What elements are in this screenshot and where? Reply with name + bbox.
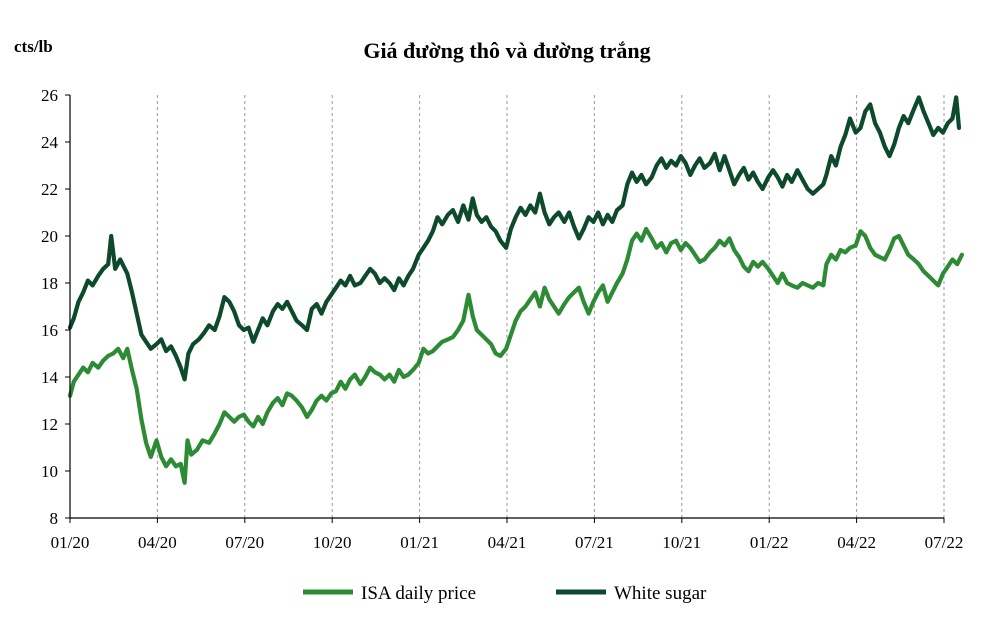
x-tick-label: 04/22	[837, 533, 876, 552]
y-tick-label: 10	[41, 462, 58, 481]
vertical-gridlines	[156, 95, 945, 518]
x-tick-label: 10/21	[662, 533, 701, 552]
x-tick-label: 07/20	[225, 533, 264, 552]
y-tick-label: 8	[50, 509, 59, 528]
y-tick-label: 24	[41, 133, 59, 152]
x-tick-label: 01/20	[51, 533, 90, 552]
y-tick-labels: 8 10 12 14 16 18 20 22 24 26	[41, 86, 59, 528]
y-tick-label: 22	[41, 180, 58, 199]
y-tick-label: 16	[41, 321, 58, 340]
y-axis-unit-label: cts/lb	[14, 37, 53, 56]
x-tick-label: 10/20	[313, 533, 352, 552]
y-tick-label: 18	[41, 274, 58, 293]
y-tick-label: 14	[41, 368, 59, 387]
legend: ISA daily price White sugar	[303, 583, 707, 604]
x-tick-label: 04/20	[138, 533, 177, 552]
series-line-white-sugar	[67, 95, 962, 382]
series-lines	[67, 95, 965, 485]
x-tick-labels: 01/20 04/20 07/20 10/20 01/21 04/21 07/21 10/21…	[51, 533, 964, 552]
x-tick-label: 04/21	[488, 533, 527, 552]
x-tick-label: 07/21	[575, 533, 614, 552]
x-tick-label: 07/22	[925, 533, 964, 552]
legend-label: White sugar	[614, 583, 707, 604]
series-line-isa-daily-price	[67, 226, 965, 485]
y-tick-label: 12	[41, 415, 58, 434]
y-tick-label: 26	[41, 86, 58, 105]
y-tick-label: 20	[41, 227, 58, 246]
axes	[65, 94, 945, 523]
x-tick-label: 01/21	[400, 533, 439, 552]
legend-label: ISA daily price	[361, 583, 476, 604]
chart-title: Giá đường thô và đường trắng	[363, 38, 650, 63]
x-tick-label: 01/22	[750, 533, 789, 552]
